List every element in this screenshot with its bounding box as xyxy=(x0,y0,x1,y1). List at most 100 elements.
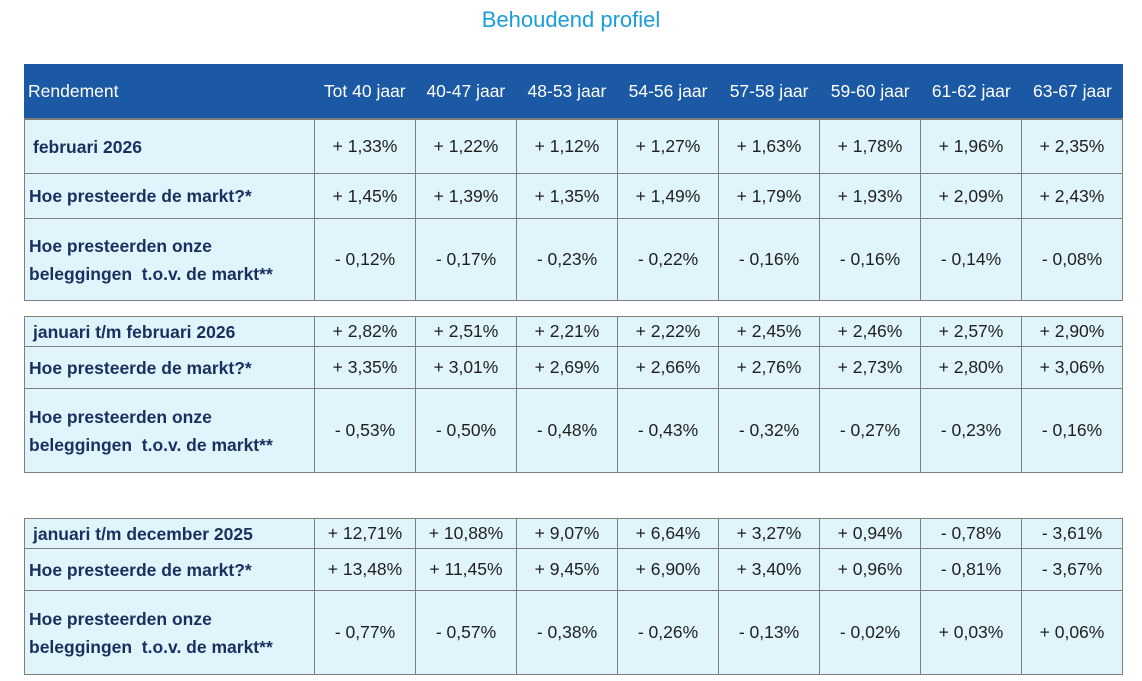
row-label-line: Hoe presteerden onze xyxy=(29,235,212,256)
value-cell: + 1,12% xyxy=(516,119,618,174)
value-cell: + 2,46% xyxy=(819,316,921,347)
row-label: Hoe presteerden onze beleggingen t.o.v. d… xyxy=(24,590,315,675)
value-cell: + 1,79% xyxy=(718,173,820,219)
value-cell: - 0,78% xyxy=(920,518,1022,549)
value-cell: - 0,12% xyxy=(314,218,416,301)
row-label: Hoe presteerde de markt?* xyxy=(24,346,315,389)
value-cell: + 3,35% xyxy=(314,346,416,389)
table-row: januari t/m februari 2026 + 2,82% + 2,51… xyxy=(24,316,1123,347)
value-cell: + 2,09% xyxy=(920,173,1022,219)
value-cell: + 1,35% xyxy=(516,173,618,219)
column-header: 57-58 jaar xyxy=(718,64,820,119)
value-cell: - 0,23% xyxy=(516,218,618,301)
value-cell: + 2,90% xyxy=(1021,316,1123,347)
value-cell: + 2,80% xyxy=(920,346,1022,389)
value-cell: - 0,22% xyxy=(617,218,719,301)
value-cell: + 2,57% xyxy=(920,316,1022,347)
row-label-line: beleggingen t.o.v. de markt** xyxy=(29,434,273,455)
value-cell: + 0,03% xyxy=(920,590,1022,675)
value-cell: + 2,69% xyxy=(516,346,618,389)
row-label: Hoe presteerden onze beleggingen t.o.v. d… xyxy=(24,388,315,473)
value-cell: + 2,43% xyxy=(1021,173,1123,219)
value-cell: + 2,82% xyxy=(314,316,416,347)
value-cell: - 0,16% xyxy=(718,218,820,301)
value-cell: + 9,45% xyxy=(516,548,618,591)
value-cell: - 0,08% xyxy=(1021,218,1123,301)
value-cell: - 0,17% xyxy=(415,218,517,301)
value-cell: + 2,22% xyxy=(617,316,719,347)
block-januari-februari-2026: januari t/m februari 2026 + 2,82% + 2,51… xyxy=(24,316,1123,473)
header-row: Rendement Tot 40 jaar 40-47 jaar 48-53 j… xyxy=(24,64,1123,119)
value-cell: - 0,14% xyxy=(920,218,1022,301)
value-cell: - 0,53% xyxy=(314,388,416,473)
value-cell: + 3,27% xyxy=(718,518,820,549)
value-cell: + 3,06% xyxy=(1021,346,1123,389)
value-cell: - 0,81% xyxy=(920,548,1022,591)
column-header: Tot 40 jaar xyxy=(314,64,416,119)
value-cell: - 0,02% xyxy=(819,590,921,675)
row-label: januari t/m december 2025 xyxy=(24,518,315,549)
column-header: 54-56 jaar xyxy=(617,64,719,119)
value-cell: + 6,90% xyxy=(617,548,719,591)
value-cell: - 0,38% xyxy=(516,590,618,675)
row-label: Hoe presteerden onze beleggingen t.o.v. d… xyxy=(24,218,315,301)
value-cell: - 0,57% xyxy=(415,590,517,675)
value-cell: + 0,94% xyxy=(819,518,921,549)
value-cell: - 0,50% xyxy=(415,388,517,473)
value-cell: + 3,40% xyxy=(718,548,820,591)
value-cell: + 2,66% xyxy=(617,346,719,389)
value-cell: + 0,06% xyxy=(1021,590,1123,675)
value-cell: - 0,13% xyxy=(718,590,820,675)
column-header: 40-47 jaar xyxy=(415,64,517,119)
block-januari-december-2025: januari t/m december 2025 + 12,71% + 10,… xyxy=(24,518,1123,675)
table-row: Hoe presteerde de markt?* + 3,35% + 3,01… xyxy=(24,346,1123,389)
row-label-line: Hoe presteerden onze xyxy=(29,406,212,427)
value-cell: + 2,51% xyxy=(415,316,517,347)
value-cell: + 1,39% xyxy=(415,173,517,219)
value-cell: + 12,71% xyxy=(314,518,416,549)
value-cell: + 2,45% xyxy=(718,316,820,347)
value-cell: - 0,48% xyxy=(516,388,618,473)
row-label: Hoe presteerde de markt?* xyxy=(24,548,315,591)
value-cell: - 0,23% xyxy=(920,388,1022,473)
column-header: 48-53 jaar xyxy=(516,64,618,119)
value-cell: + 1,49% xyxy=(617,173,719,219)
value-cell: - 0,26% xyxy=(617,590,719,675)
value-cell: + 1,45% xyxy=(314,173,416,219)
value-cell: - 3,67% xyxy=(1021,548,1123,591)
value-cell: + 1,33% xyxy=(314,119,416,174)
table-row: Hoe presteerde de markt?* + 13,48% + 11,… xyxy=(24,548,1123,591)
value-cell: + 6,64% xyxy=(617,518,719,549)
row-label-line: beleggingen t.o.v. de markt** xyxy=(29,636,273,657)
row-label-line: Hoe presteerden onze xyxy=(29,608,212,629)
table-row: Hoe presteerden onze beleggingen t.o.v. d… xyxy=(24,590,1123,675)
value-cell: + 13,48% xyxy=(314,548,416,591)
value-cell: + 1,96% xyxy=(920,119,1022,174)
value-cell: + 2,35% xyxy=(1021,119,1123,174)
value-cell: + 1,22% xyxy=(415,119,517,174)
value-cell: + 1,63% xyxy=(718,119,820,174)
header-table: Rendement Tot 40 jaar 40-47 jaar 48-53 j… xyxy=(24,64,1123,119)
header-label: Rendement xyxy=(24,64,315,119)
column-header: 59-60 jaar xyxy=(819,64,921,119)
table-row: Hoe presteerden onze beleggingen t.o.v. d… xyxy=(24,388,1123,473)
value-cell: + 10,88% xyxy=(415,518,517,549)
column-header: 63-67 jaar xyxy=(1021,64,1123,119)
table-row: Hoe presteerden onze beleggingen t.o.v. d… xyxy=(24,218,1123,301)
value-cell: + 11,45% xyxy=(415,548,517,591)
row-label: Hoe presteerde de markt?* xyxy=(24,173,315,219)
table-row: januari t/m december 2025 + 12,71% + 10,… xyxy=(24,518,1123,549)
value-cell: + 2,73% xyxy=(819,346,921,389)
value-cell: - 3,61% xyxy=(1021,518,1123,549)
column-header: 61-62 jaar xyxy=(920,64,1022,119)
row-label: februari 2026 xyxy=(24,119,315,174)
value-cell: + 0,96% xyxy=(819,548,921,591)
table-row: februari 2026 + 1,33% + 1,22% + 1,12% + … xyxy=(24,119,1123,174)
value-cell: + 1,93% xyxy=(819,173,921,219)
value-cell: - 0,32% xyxy=(718,388,820,473)
value-cell: + 1,27% xyxy=(617,119,719,174)
value-cell: - 0,27% xyxy=(819,388,921,473)
row-label: januari t/m februari 2026 xyxy=(24,316,315,347)
row-label-line: beleggingen t.o.v. de markt** xyxy=(29,263,273,284)
value-cell: - 0,77% xyxy=(314,590,416,675)
